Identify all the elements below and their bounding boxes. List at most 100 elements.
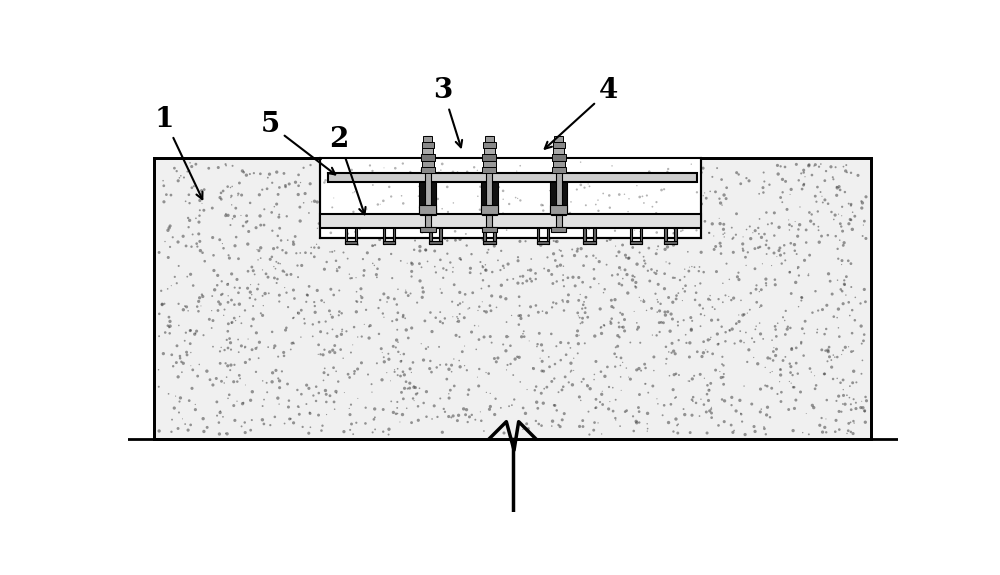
Point	[661, 293, 677, 302]
Point	[164, 415, 180, 424]
Point	[668, 294, 684, 304]
Point	[283, 345, 299, 354]
Point	[451, 174, 467, 183]
Point	[364, 241, 380, 250]
Point	[353, 162, 369, 171]
Point	[276, 351, 292, 361]
Point	[631, 164, 647, 174]
Point	[334, 327, 350, 336]
Point	[584, 169, 600, 178]
Point	[621, 373, 637, 382]
Point	[722, 326, 738, 335]
Point	[424, 415, 440, 424]
Point	[674, 194, 690, 203]
Point	[344, 274, 360, 283]
Point	[155, 349, 171, 358]
Bar	[583, 242, 596, 244]
Point	[358, 403, 374, 412]
Point	[728, 319, 744, 328]
Point	[164, 350, 180, 359]
Point	[484, 267, 500, 277]
Point	[194, 290, 210, 299]
Point	[212, 359, 228, 368]
Point	[224, 269, 240, 278]
Bar	[481, 182, 498, 214]
Point	[811, 225, 827, 235]
Point	[748, 285, 764, 294]
Point	[847, 316, 863, 325]
Point	[755, 188, 771, 197]
Point	[269, 274, 285, 283]
Point	[465, 288, 481, 297]
Point	[632, 193, 648, 202]
Point	[525, 194, 541, 203]
Point	[189, 302, 205, 311]
Point	[484, 181, 500, 190]
Point	[749, 298, 765, 307]
Point	[688, 232, 704, 241]
Point	[668, 181, 684, 190]
Point	[662, 259, 678, 268]
Point	[324, 325, 340, 334]
Point	[536, 169, 552, 178]
Point	[747, 226, 763, 235]
Point	[297, 189, 313, 198]
Point	[278, 182, 294, 191]
Point	[303, 243, 319, 252]
Point	[660, 307, 676, 316]
Point	[581, 178, 597, 187]
Point	[677, 410, 693, 419]
Point	[841, 393, 857, 402]
Point	[564, 225, 580, 234]
Point	[487, 201, 503, 210]
Point	[387, 367, 403, 377]
Point	[502, 189, 518, 198]
Point	[590, 196, 606, 205]
Point	[461, 214, 477, 224]
Point	[591, 169, 607, 178]
Point	[811, 162, 827, 171]
Point	[205, 381, 221, 390]
Point	[760, 354, 776, 363]
Point	[796, 166, 812, 175]
Point	[430, 229, 446, 238]
Point	[674, 188, 690, 197]
Point	[797, 317, 813, 326]
Point	[729, 168, 745, 177]
Point	[653, 299, 669, 308]
Point	[774, 175, 790, 184]
Point	[211, 430, 227, 439]
Point	[793, 296, 809, 305]
Point	[378, 168, 394, 177]
Point	[708, 366, 724, 375]
Bar	[320, 214, 701, 228]
Point	[345, 340, 361, 350]
Point	[655, 224, 671, 233]
Point	[253, 254, 269, 263]
Point	[655, 164, 671, 174]
Point	[270, 231, 286, 240]
Point	[736, 381, 752, 390]
Point	[639, 306, 655, 315]
Point	[207, 285, 223, 294]
Point	[421, 181, 437, 190]
Point	[461, 304, 477, 313]
Point	[677, 217, 693, 227]
Point	[817, 369, 833, 378]
Point	[613, 266, 629, 275]
Point	[858, 392, 874, 401]
Point	[393, 388, 409, 397]
Point	[414, 293, 430, 302]
Point	[212, 235, 228, 244]
Point	[524, 277, 540, 286]
Point	[161, 323, 177, 332]
Point	[521, 161, 537, 170]
Point	[610, 222, 626, 231]
Point	[752, 319, 768, 328]
Point	[311, 340, 327, 350]
Point	[703, 379, 719, 388]
Point	[530, 340, 546, 349]
Point	[694, 200, 710, 209]
Point	[183, 420, 199, 430]
Point	[711, 294, 727, 304]
